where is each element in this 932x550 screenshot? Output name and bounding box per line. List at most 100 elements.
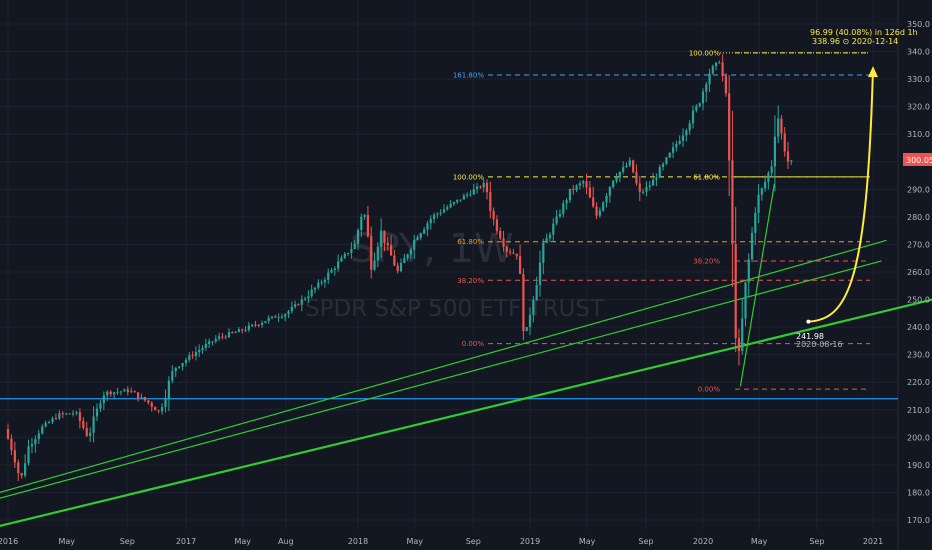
candle-body [307,296,310,299]
projection-arrowhead [868,66,878,78]
y-tick-label: 290.0 [907,185,930,194]
candle-body [695,106,698,111]
candle-body [44,422,47,427]
candle-body [661,163,665,167]
candle-body [201,347,204,350]
candle-body [140,397,143,399]
candle-body [82,420,85,428]
candle-body [376,246,379,261]
candle-body [518,256,522,275]
candle-body [555,216,558,224]
candle-body [485,182,489,193]
candle-body [512,252,515,254]
candle-body [20,473,23,476]
candle-body [244,329,247,331]
candle-body [13,450,16,463]
candle-body [320,282,323,284]
candle-body [313,287,317,290]
x-tick-label: May [751,537,768,546]
candle-body [499,231,502,239]
candle-body [436,213,439,215]
candle-body [267,317,270,322]
candle-body [638,183,641,192]
candle-body [429,218,432,224]
candle-body [572,188,575,191]
candle-body [691,110,695,124]
candle-body [10,438,13,451]
fib-2018-level-label: 61.80% [457,238,484,246]
candle-body [489,192,492,211]
projection-start-date: 2020-08-16 [796,340,843,349]
candle-body [370,236,373,270]
candle-body [592,197,595,207]
candle-body [744,282,747,319]
candle-body [363,214,366,217]
x-tick-label: 2017 [176,537,196,546]
candle-body [492,210,495,220]
candle-body [54,418,58,420]
candle-body [734,244,737,339]
candle-body [472,189,475,195]
candle-body [119,391,123,393]
fib-2020-level-label: 38.20% [693,257,720,265]
candle-body [6,429,10,439]
candle-body [605,195,608,203]
candle-body [602,202,605,211]
candles-layer [6,54,793,482]
candle-body [413,239,416,250]
candle-body [595,206,598,216]
candle-body [27,446,30,464]
candle-body [505,246,508,252]
candle-body [251,324,254,326]
watermark-name: SPDR S&P 500 ETF TRUST [305,296,605,322]
fib-2020-level-label: 61.80% [693,173,720,181]
y-tick-label: 220.0 [907,378,930,387]
trendline [0,260,882,499]
candle-body [160,407,164,412]
candle-body [109,391,112,395]
candle-body [360,216,363,230]
candle-body [227,332,231,338]
candle-body [102,395,105,404]
last-price-tag-text: 300.05 [906,156,932,165]
y-tick-label: 210.0 [907,406,930,415]
candle-body [714,62,718,67]
candle-body [757,194,760,213]
candle-body [777,118,780,137]
candle-body [178,366,181,368]
candle-body [191,355,194,357]
candle-body [535,284,538,301]
candle-body [708,73,711,85]
candle-body [790,160,793,162]
candle-body [346,252,350,254]
candle-body [612,180,615,188]
x-tick-label: 2016 [0,537,18,546]
candle-body [85,427,88,437]
candle-body [705,84,708,92]
projection-curve [808,68,874,323]
candle-body [386,242,389,246]
candle-body [75,412,78,414]
candle-body [343,253,346,258]
candle-body [760,188,763,195]
y-tick-label: 200.0 [907,433,930,442]
candle-body [678,140,681,144]
candle-body [287,311,290,315]
candle-body [718,62,721,64]
candle-body [350,249,353,253]
x-tick-label: 2021 [863,537,883,546]
candle-body [780,118,783,134]
candle-body [754,212,757,233]
candle-body [181,363,184,367]
candle-body [747,259,750,283]
x-tick-label: May [579,537,596,546]
candle-body [578,183,582,186]
candle-body [337,261,340,269]
y-tick-label: 350.0 [907,20,930,29]
x-axis[interactable]: 2016 May Sep 2017 May Aug 2018 May Sep 2019 May Sep… [0,537,883,546]
candle-body [532,300,535,315]
candle-body [294,304,297,307]
